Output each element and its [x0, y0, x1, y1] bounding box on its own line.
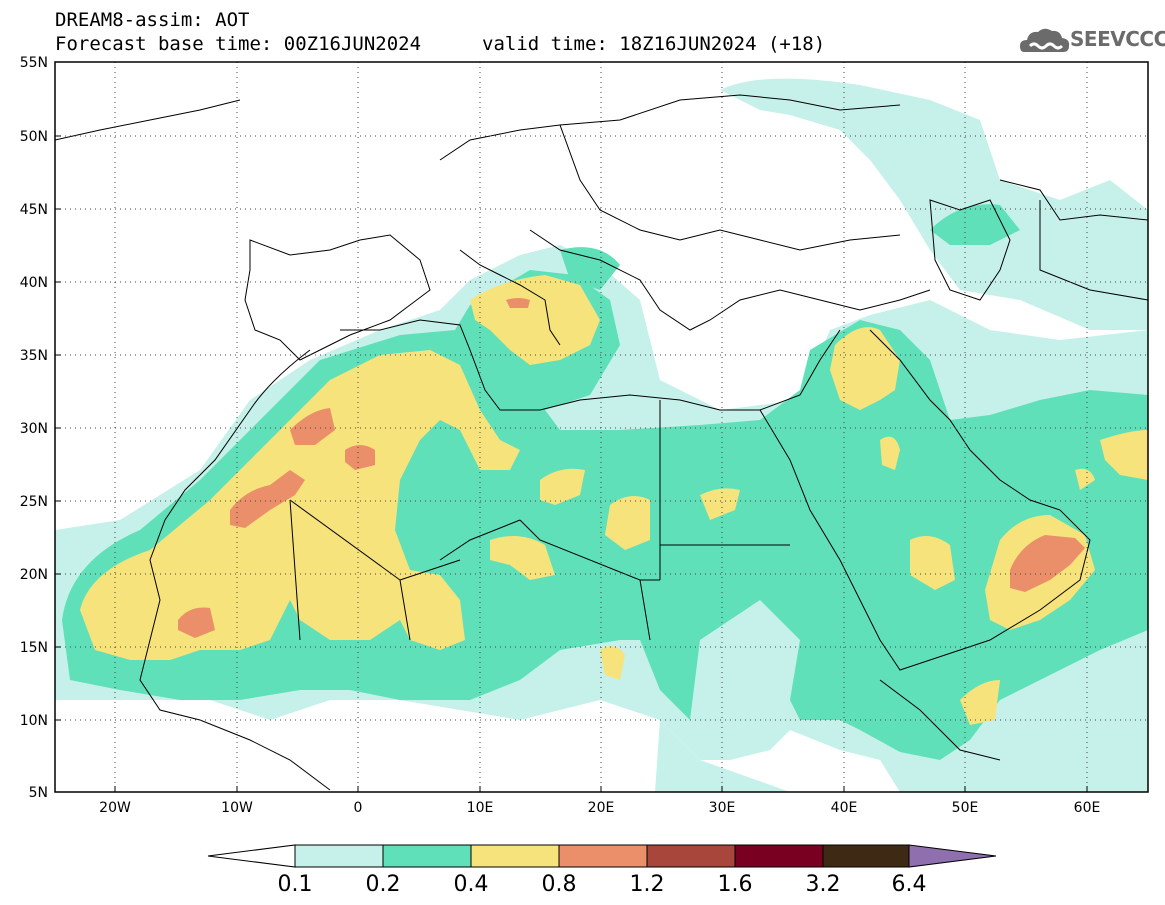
- lat-label: 50N: [20, 129, 48, 145]
- colorbar-over-arrow: [909, 845, 996, 867]
- lat-label: 45N: [20, 202, 48, 218]
- lon-label: 0: [354, 800, 363, 816]
- lat-label: 10N: [20, 713, 48, 729]
- colorbar-label: 6.4: [892, 872, 927, 897]
- colorbar-label: 0.2: [366, 872, 401, 897]
- colorbar-label: 1.6: [718, 872, 753, 897]
- lon-label: 10W: [221, 800, 253, 816]
- colorbar-bin: [383, 845, 471, 867]
- colorbar-under-arrow: [208, 845, 295, 867]
- lat-label: 15N: [20, 640, 48, 656]
- lon-label: 10E: [467, 800, 494, 816]
- colorbar-bin: [295, 845, 383, 867]
- colorbar-bin: [647, 845, 735, 867]
- lat-label: 40N: [20, 275, 48, 291]
- lat-label: 25N: [20, 494, 48, 510]
- colorbar-label: 0.1: [278, 872, 313, 897]
- lat-label: 55N: [20, 55, 48, 71]
- latitude-labels: 55N 50N 45N 40N 35N 30N 25N 20N 15N 10N …: [20, 55, 48, 801]
- colorbar-label: 0.4: [454, 872, 489, 897]
- colorbar-bin: [735, 845, 823, 867]
- colorbar-bin: [471, 845, 559, 867]
- lat-label: 20N: [20, 567, 48, 583]
- colorbar-bin: [823, 845, 909, 867]
- lat-label: 35N: [20, 348, 48, 364]
- colorbar-label: 0.8: [542, 872, 577, 897]
- longitude-labels: 20W 10W 0 10E 20E 30E 40E 50E 60E: [99, 800, 1100, 816]
- lat-label: 5N: [29, 785, 48, 801]
- lon-label: 50E: [952, 800, 979, 816]
- lon-label: 60E: [1074, 800, 1101, 816]
- colorbar-bin: [559, 845, 647, 867]
- lon-label: 40E: [831, 800, 858, 816]
- colorbar-label: 3.2: [806, 872, 841, 897]
- lon-label: 30E: [709, 800, 736, 816]
- colorbar: 0.1 0.2 0.4 0.8 1.2 1.6 3.2 6.4: [208, 845, 996, 897]
- colorbar-label: 1.2: [630, 872, 665, 897]
- lon-label: 20W: [99, 800, 131, 816]
- lon-label: 20E: [588, 800, 615, 816]
- lat-label: 30N: [20, 421, 48, 437]
